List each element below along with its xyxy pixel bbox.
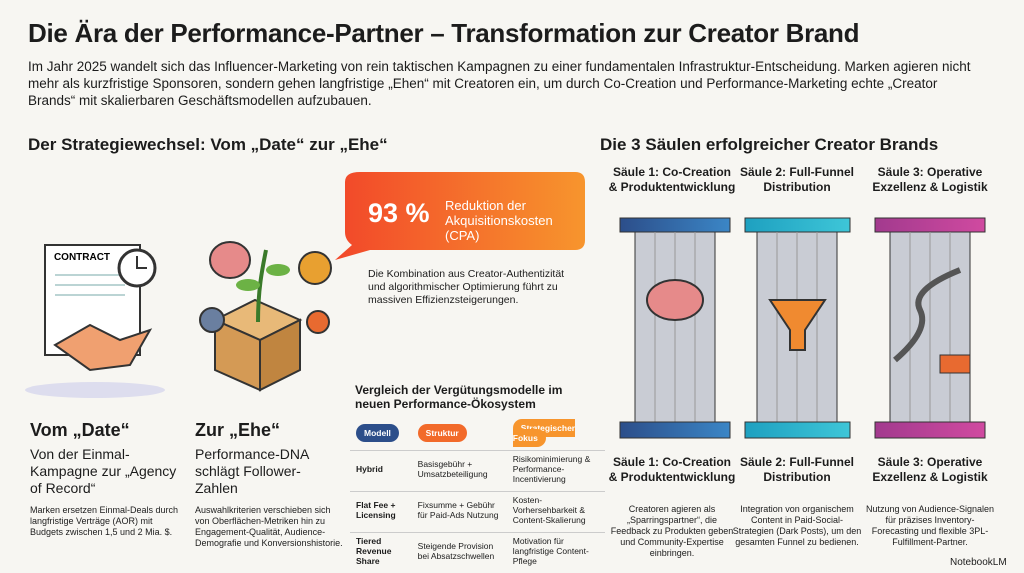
table-cell: Tiered Revenue Share	[350, 532, 412, 569]
pillar-1	[619, 217, 731, 439]
shadow	[25, 382, 165, 398]
pillar-label-top: Säule 2: Full-Funnel Distribution	[739, 165, 854, 194]
pillar-text: Creatoren agieren als „Sparringspartner“…	[610, 504, 734, 558]
ehe-subtitle: Performance-DNA schlägt Follower-Zahlen	[195, 446, 309, 496]
table-row: Hybrid Basisgebühr + Umsatzbeteiligung Ris…	[350, 450, 605, 487]
ehe-title: Zur „Ehe“	[195, 420, 281, 440]
table-row: Tiered Revenue Share Steigende Provision …	[350, 532, 605, 569]
clock-hands	[136, 256, 147, 269]
table-cell: Fixsumme + Gebühr für Paid-Ads Nutzung	[411, 491, 507, 528]
title: Die Ära der Performance-Partner – Transf…	[28, 18, 860, 48]
pillar-label: Säule 3: Operative Exzellenz & Logistik	[872, 455, 988, 484]
brain	[209, 241, 251, 279]
table-cell: Hybrid	[350, 450, 412, 487]
table: Modell Struktur Strategischer Fokus Hybr…	[350, 416, 605, 573]
contract-label: CONTRACT	[54, 252, 110, 263]
table-header: Strategischer Fokus	[512, 419, 576, 447]
leaf	[236, 279, 260, 291]
stat-label: Reduktion der Akquisitionskosten (CPA)	[445, 198, 553, 243]
footer-brand: NotebookLM	[950, 557, 1007, 568]
date-text: Marken ersetzen Einmal-Deals durch langf…	[30, 505, 179, 537]
table-row: Flat Fee + Licensing Fixsumme + Gebühr fü…	[350, 491, 605, 528]
table-header: Modell	[356, 424, 399, 442]
box-front	[259, 318, 301, 392]
right-heading: Die 3 Säulen erfolgreicher Creator Brand…	[600, 135, 939, 154]
pillar-label-top: Säule 1: Co-Creation & Produktentwicklun…	[608, 165, 736, 194]
table-cell: Kosten-Vorhersehbarkeit & Content-Skalie…	[506, 491, 605, 528]
stat-callout	[335, 172, 585, 260]
gear	[199, 307, 225, 333]
date-subtitle: Von der Einmal-Kampagne zur „Agency of R…	[30, 446, 177, 496]
table-cell: Risikominimierung & Performance-Incentiv…	[506, 450, 605, 487]
gear	[306, 310, 330, 334]
gear	[298, 251, 332, 285]
table-cell: Basisgebühr + Umsatzbeteiligung	[411, 450, 507, 487]
pillar-label-top: Säule 3: Operative Exzellenz & Logistik	[872, 165, 988, 194]
table-cell: Steigende Provision bei Absatzschwellen	[411, 532, 507, 569]
pillar-2	[744, 217, 851, 439]
pillar-label: Säule 1: Co-Creation & Produktentwicklun…	[608, 455, 736, 484]
intro: Im Jahr 2025 wandelt sich das Influencer…	[28, 59, 971, 108]
stat-text: Die Kombination aus Creator-Authentizitä…	[368, 268, 565, 306]
date-title: Vom „Date“	[30, 420, 130, 440]
pillar-3	[874, 217, 986, 439]
pillar-label: Säule 2: Full-Funnel Distribution	[739, 455, 854, 484]
ehe-text: Auswahlkriterien verschieben sich von Ob…	[195, 505, 343, 548]
handshake	[53, 323, 153, 372]
pillar-text: Integration von organischem Content in P…	[732, 504, 862, 547]
plant-stem	[256, 249, 268, 323]
illustrations: CONTRACT	[25, 172, 986, 439]
left-heading: Der Strategiewechsel: Vom „Date“ zur „Eh…	[28, 135, 388, 154]
table-cell: Motivation für langfristige Content-Pfle…	[506, 532, 605, 569]
pillar-text: Nutzung von Audience-Signalen für präzis…	[865, 504, 995, 547]
table-header: Struktur	[417, 424, 467, 442]
table-cell: Flat Fee + Licensing	[350, 491, 412, 528]
stat-value: 93 %	[368, 198, 430, 228]
table-title: Vergleich der Vergütungsmodelle im neuen…	[355, 383, 563, 411]
leaf	[266, 264, 290, 276]
